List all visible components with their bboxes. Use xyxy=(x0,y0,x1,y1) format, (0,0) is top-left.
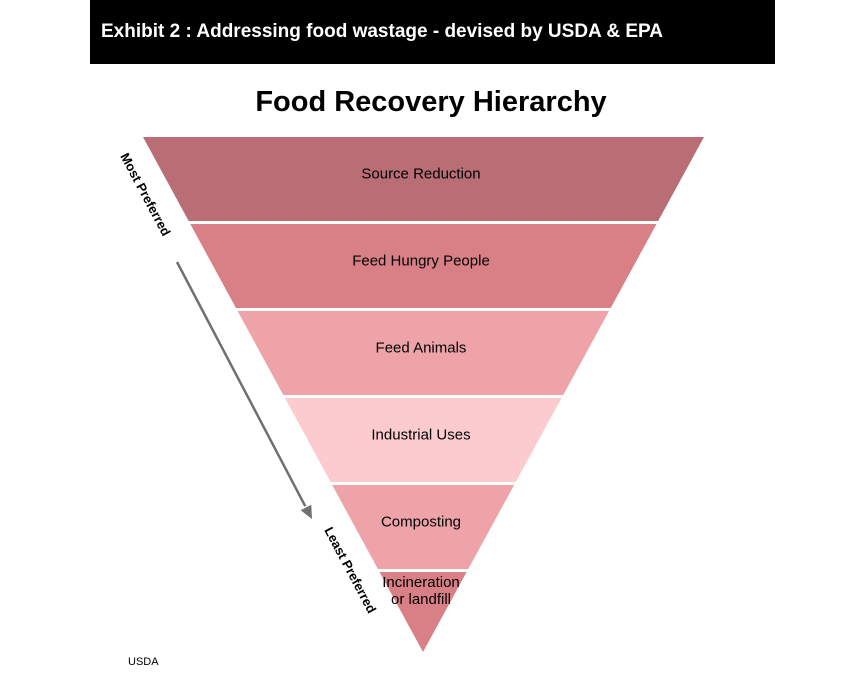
exhibit-banner: Exhibit 2 : Addressing food wastage - de… xyxy=(90,0,775,64)
pyramid-level-label-line: or landfill xyxy=(391,591,451,608)
pyramid-level-label-5: Composting xyxy=(381,514,461,531)
pyramid-levels xyxy=(143,137,704,652)
pyramid-level-label-6: Incineration or landfill xyxy=(382,574,460,608)
pyramid-level-label-line: Industrial Uses xyxy=(371,427,470,444)
pyramid-level-label-line: Incineration xyxy=(382,574,460,591)
pyramid-level-label-line: Composting xyxy=(381,514,461,531)
preference-arrow xyxy=(175,261,312,519)
pyramid-level-label-line: Source Reduction xyxy=(361,166,480,183)
pyramid-level-1 xyxy=(143,137,704,221)
diagram-title: Food Recovery Hierarchy xyxy=(255,86,607,118)
pyramid-level-label-4: Industrial Uses xyxy=(371,427,470,444)
preference-arrow-shaft xyxy=(175,261,307,507)
pyramid-level-label-line: Feed Animals xyxy=(376,340,467,357)
pyramid-level-label-1: Source Reduction xyxy=(361,166,480,183)
pyramid-level-2 xyxy=(190,224,657,308)
pyramid-level-4 xyxy=(284,398,562,482)
pyramid-level-3 xyxy=(237,311,610,395)
pyramid-level-labels: Source Reduction Feed Hungry People Feed A… xyxy=(352,166,490,609)
source-note: USDA xyxy=(128,656,159,668)
pyramid-level-5 xyxy=(332,485,515,569)
pyramid-level-label-line: Feed Hungry People xyxy=(352,253,490,270)
preference-arrow-head xyxy=(300,504,312,519)
exhibit-title: Exhibit 2 : Addressing food wastage - de… xyxy=(101,21,664,42)
pyramid-level-label-3: Feed Animals xyxy=(376,340,467,357)
pyramid-level-6 xyxy=(379,572,467,652)
pyramid-level-label-2: Feed Hungry People xyxy=(352,253,490,270)
